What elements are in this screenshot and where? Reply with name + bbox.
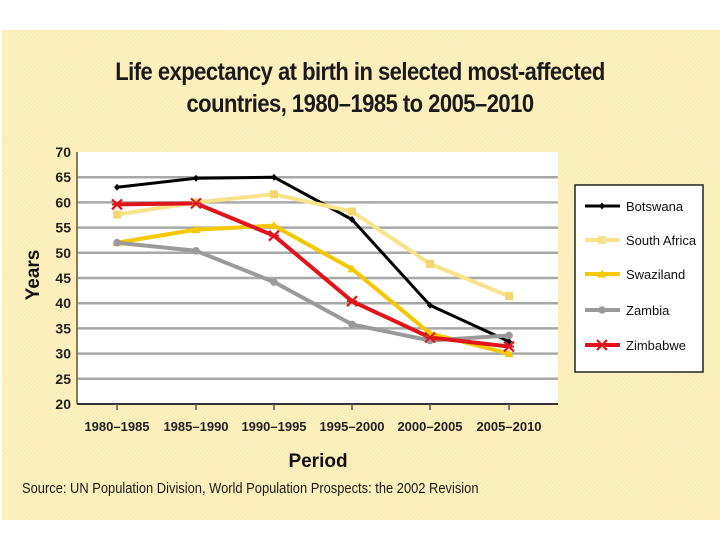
data-point-zambia	[505, 331, 513, 340]
circle-marker	[505, 331, 513, 340]
source-note: Source: UN Population Division, World Po…	[22, 480, 479, 497]
series-line-swaziland	[115, 223, 511, 356]
data-point-south-africa	[270, 190, 278, 199]
data-point-south-africa	[348, 207, 356, 216]
y-tick-label: 70	[55, 144, 71, 160]
x-axis-title: Period	[288, 451, 347, 472]
circle-marker	[270, 278, 278, 286]
data-point-zambia	[348, 320, 356, 329]
diamond-marker	[271, 173, 277, 181]
triangle-marker	[191, 225, 201, 234]
legend-label-south-africa: South Africa	[626, 233, 697, 248]
y-tick-label: 55	[55, 220, 71, 236]
legend-marker-zimbabwe	[596, 339, 608, 351]
circle-marker	[113, 238, 121, 247]
legend-marker-south-africa	[598, 236, 606, 244]
x-tick-label: 1995–2000	[319, 419, 384, 434]
chart-title-line-2: countries, 1980–1985 to 2005–2010	[186, 90, 534, 118]
data-point-botswana	[349, 216, 355, 224]
square-marker	[270, 190, 278, 199]
y-tick-label: 25	[55, 371, 71, 387]
y-tick-label: 40	[55, 295, 71, 311]
y-tick-label: 30	[55, 346, 71, 362]
y-tick-label: 45	[55, 270, 71, 286]
y-tick-label: 60	[55, 194, 71, 210]
legend-marker-swaziland	[597, 269, 607, 278]
triangle-marker	[269, 221, 279, 230]
y-tick-label: 35	[55, 320, 71, 336]
data-point-botswana	[427, 301, 433, 309]
data-point-botswana	[506, 338, 512, 346]
data-point-zimbabwe	[424, 331, 436, 344]
data-point-swaziland	[269, 221, 279, 230]
legend-marker-botswana	[599, 202, 605, 210]
data-point-swaziland	[191, 225, 201, 234]
x-tick-label: 2005–2010	[476, 419, 541, 434]
series-line-botswana	[115, 175, 511, 343]
diamond-marker	[427, 301, 433, 309]
data-point-zambia	[270, 278, 278, 286]
circle-marker	[348, 320, 356, 329]
circle-marker	[192, 246, 200, 255]
data-point-south-africa	[505, 292, 513, 301]
data-point-botswana	[271, 173, 277, 181]
legend-label-botswana: Botswana	[626, 199, 684, 214]
data-point-zimbabwe	[346, 295, 358, 307]
diamond-marker	[193, 174, 199, 182]
data-point-south-africa	[426, 259, 434, 268]
legend-label-zimbabwe: Zimbabwe	[626, 338, 686, 353]
y-axis-title: Years	[23, 250, 44, 301]
y-tick-label: 65	[55, 169, 71, 185]
legend-label-zambia: Zambia	[626, 303, 670, 318]
triangle-marker	[504, 349, 514, 358]
diamond-marker	[114, 183, 120, 191]
diamond-marker	[506, 338, 512, 346]
x-tick-label: 1980–1985	[84, 419, 149, 434]
data-point-zimbabwe	[111, 198, 123, 211]
x-tick-label: 2000–2005	[397, 419, 462, 434]
square-marker	[505, 292, 513, 301]
data-point-swaziland	[504, 349, 514, 358]
triangle-marker	[597, 269, 607, 278]
data-point-zambia	[192, 246, 200, 255]
data-point-botswana	[193, 174, 199, 182]
square-marker	[426, 259, 434, 268]
data-point-zambia	[113, 238, 121, 247]
chart-title-line-1: Life expectancy at birth in selected mos…	[115, 58, 605, 86]
data-point-zimbabwe	[503, 340, 515, 353]
square-marker	[113, 210, 121, 219]
diamond-marker	[599, 202, 605, 210]
triangle-marker	[347, 264, 357, 273]
series-line-zimbabwe	[115, 201, 511, 349]
circle-marker	[598, 306, 606, 314]
data-point-botswana	[114, 183, 120, 191]
y-tick-label: 50	[55, 245, 71, 261]
diamond-marker	[349, 216, 355, 224]
data-point-swaziland	[347, 264, 357, 273]
x-tick-label: 1985–1990	[163, 419, 228, 434]
legend-marker-zambia	[598, 306, 606, 314]
legend-label-swaziland: Swaziland	[626, 267, 685, 282]
square-marker	[348, 207, 356, 216]
data-point-zimbabwe	[190, 197, 202, 210]
legend: Botswana South Africa Swaziland Zambia Zimba…	[574, 184, 704, 373]
data-point-south-africa	[113, 210, 121, 219]
y-tick-label: 20	[55, 396, 71, 412]
data-point-zimbabwe	[268, 229, 280, 242]
x-tick-label: 1990–1995	[241, 419, 306, 434]
square-marker	[598, 236, 606, 244]
